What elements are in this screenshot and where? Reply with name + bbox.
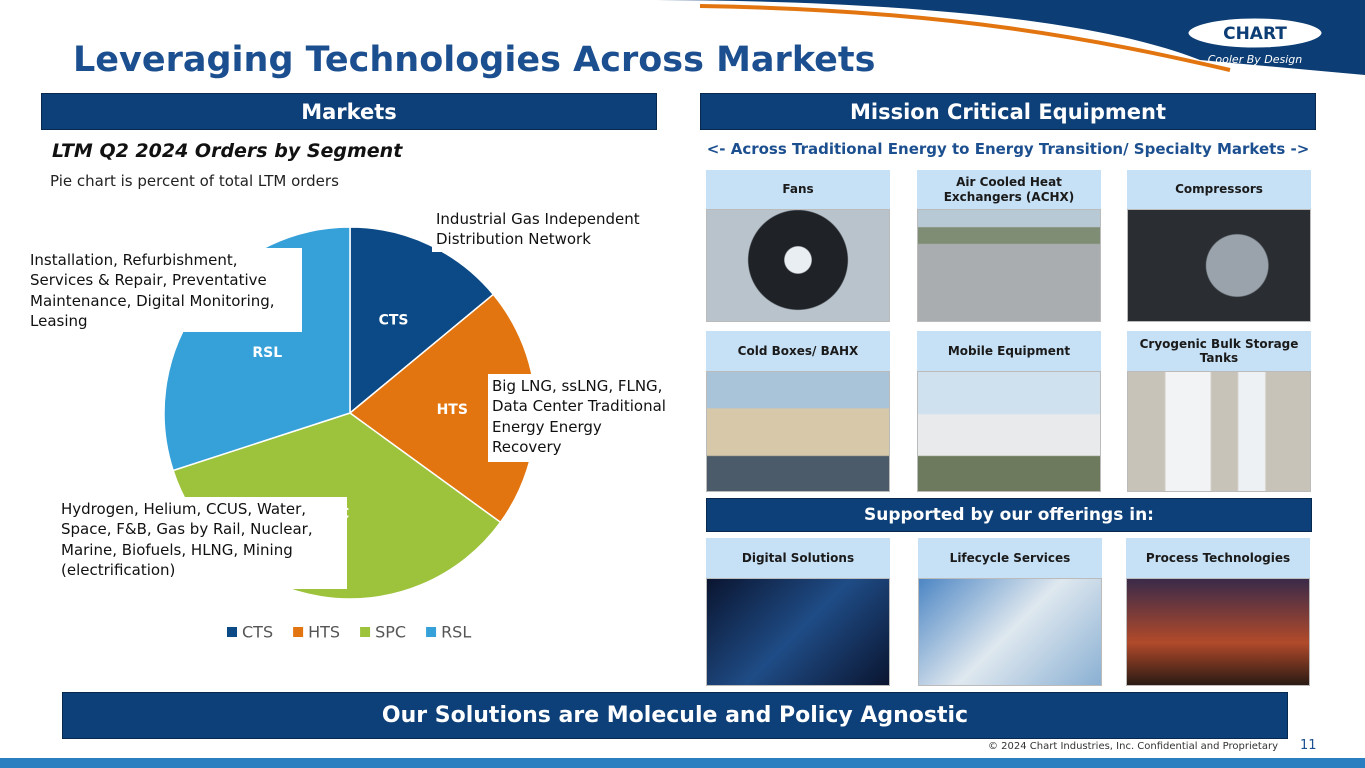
equipment-photo xyxy=(1127,209,1311,322)
offering-label: Lifecycle Services xyxy=(918,538,1102,578)
slice-label: CTS xyxy=(379,312,409,328)
legend-swatch xyxy=(227,627,237,637)
banner: Our Solutions are Molecule and Policy Ag… xyxy=(62,692,1288,739)
offering-label: Digital Solutions xyxy=(706,538,890,578)
equipment-label: Fans xyxy=(706,170,890,209)
equipment-photo xyxy=(706,371,890,492)
legend-swatch xyxy=(360,627,371,637)
offering-photo xyxy=(1126,578,1310,686)
legend-swatch xyxy=(293,627,304,637)
section-heading: Markets xyxy=(41,93,657,130)
legend-label: RSL xyxy=(441,623,471,642)
equipment-label: Air Cooled Heat Exchangers (ACHX) xyxy=(917,170,1101,209)
legend-label: CTS xyxy=(242,623,273,642)
footer-strip xyxy=(0,758,1365,768)
header-swoosh xyxy=(640,0,1365,75)
logo-tagline: Cooler By Design xyxy=(1208,53,1303,66)
pie-slice xyxy=(349,226,495,415)
copyright: © 2024 Chart Industries, Inc. Confidenti… xyxy=(987,741,1278,752)
legend-swatch xyxy=(426,627,437,637)
logo-badge xyxy=(1185,15,1325,51)
slide-title: Leveraging Technologies Across Markets xyxy=(73,40,876,80)
equipment-subheading: <- Across Traditional Energy to Energy T… xyxy=(706,140,1310,158)
slice-label: HTS xyxy=(437,402,468,418)
logo-text: CHART xyxy=(1223,24,1287,44)
offering-photo xyxy=(706,578,890,686)
segment-annotation: Industrial Gas Independent Distribution … xyxy=(432,207,647,252)
equipment-label: Mobile Equipment xyxy=(917,331,1101,371)
slice-label: RSL xyxy=(252,345,282,361)
offerings-heading: Supported by our offerings in: xyxy=(706,498,1312,532)
header-stripe xyxy=(699,4,1231,72)
chart-note: Pie chart is percent of total LTM orders xyxy=(50,172,339,190)
offering-photo xyxy=(918,578,1102,686)
chart-subtitle: LTM Q2 2024 Orders by Segment xyxy=(52,140,403,162)
legend-label: HTS xyxy=(308,623,340,642)
equipment-photo xyxy=(706,209,890,322)
equipment-photo xyxy=(1127,371,1311,492)
segment-annotation: Hydrogen, Helium, CCUS, Water, Space, F&… xyxy=(57,497,347,589)
equipment-photo xyxy=(917,371,1101,492)
page-number: 11 xyxy=(1300,738,1317,753)
section-heading: Mission Critical Equipment xyxy=(700,93,1316,130)
segment-annotation: Installation, Refurbishment, Services & … xyxy=(26,248,302,332)
equipment-photo xyxy=(917,209,1101,322)
segment-annotation: Big LNG, ssLNG, FLNG, Data Center Tradit… xyxy=(488,374,678,462)
legend-label: SPC xyxy=(375,623,406,642)
equipment-label: Compressors xyxy=(1127,170,1311,209)
equipment-label: Cryogenic Bulk Storage Tanks xyxy=(1127,331,1311,371)
equipment-label: Cold Boxes/ BAHX xyxy=(706,331,890,371)
offering-label: Process Technologies xyxy=(1126,538,1310,578)
